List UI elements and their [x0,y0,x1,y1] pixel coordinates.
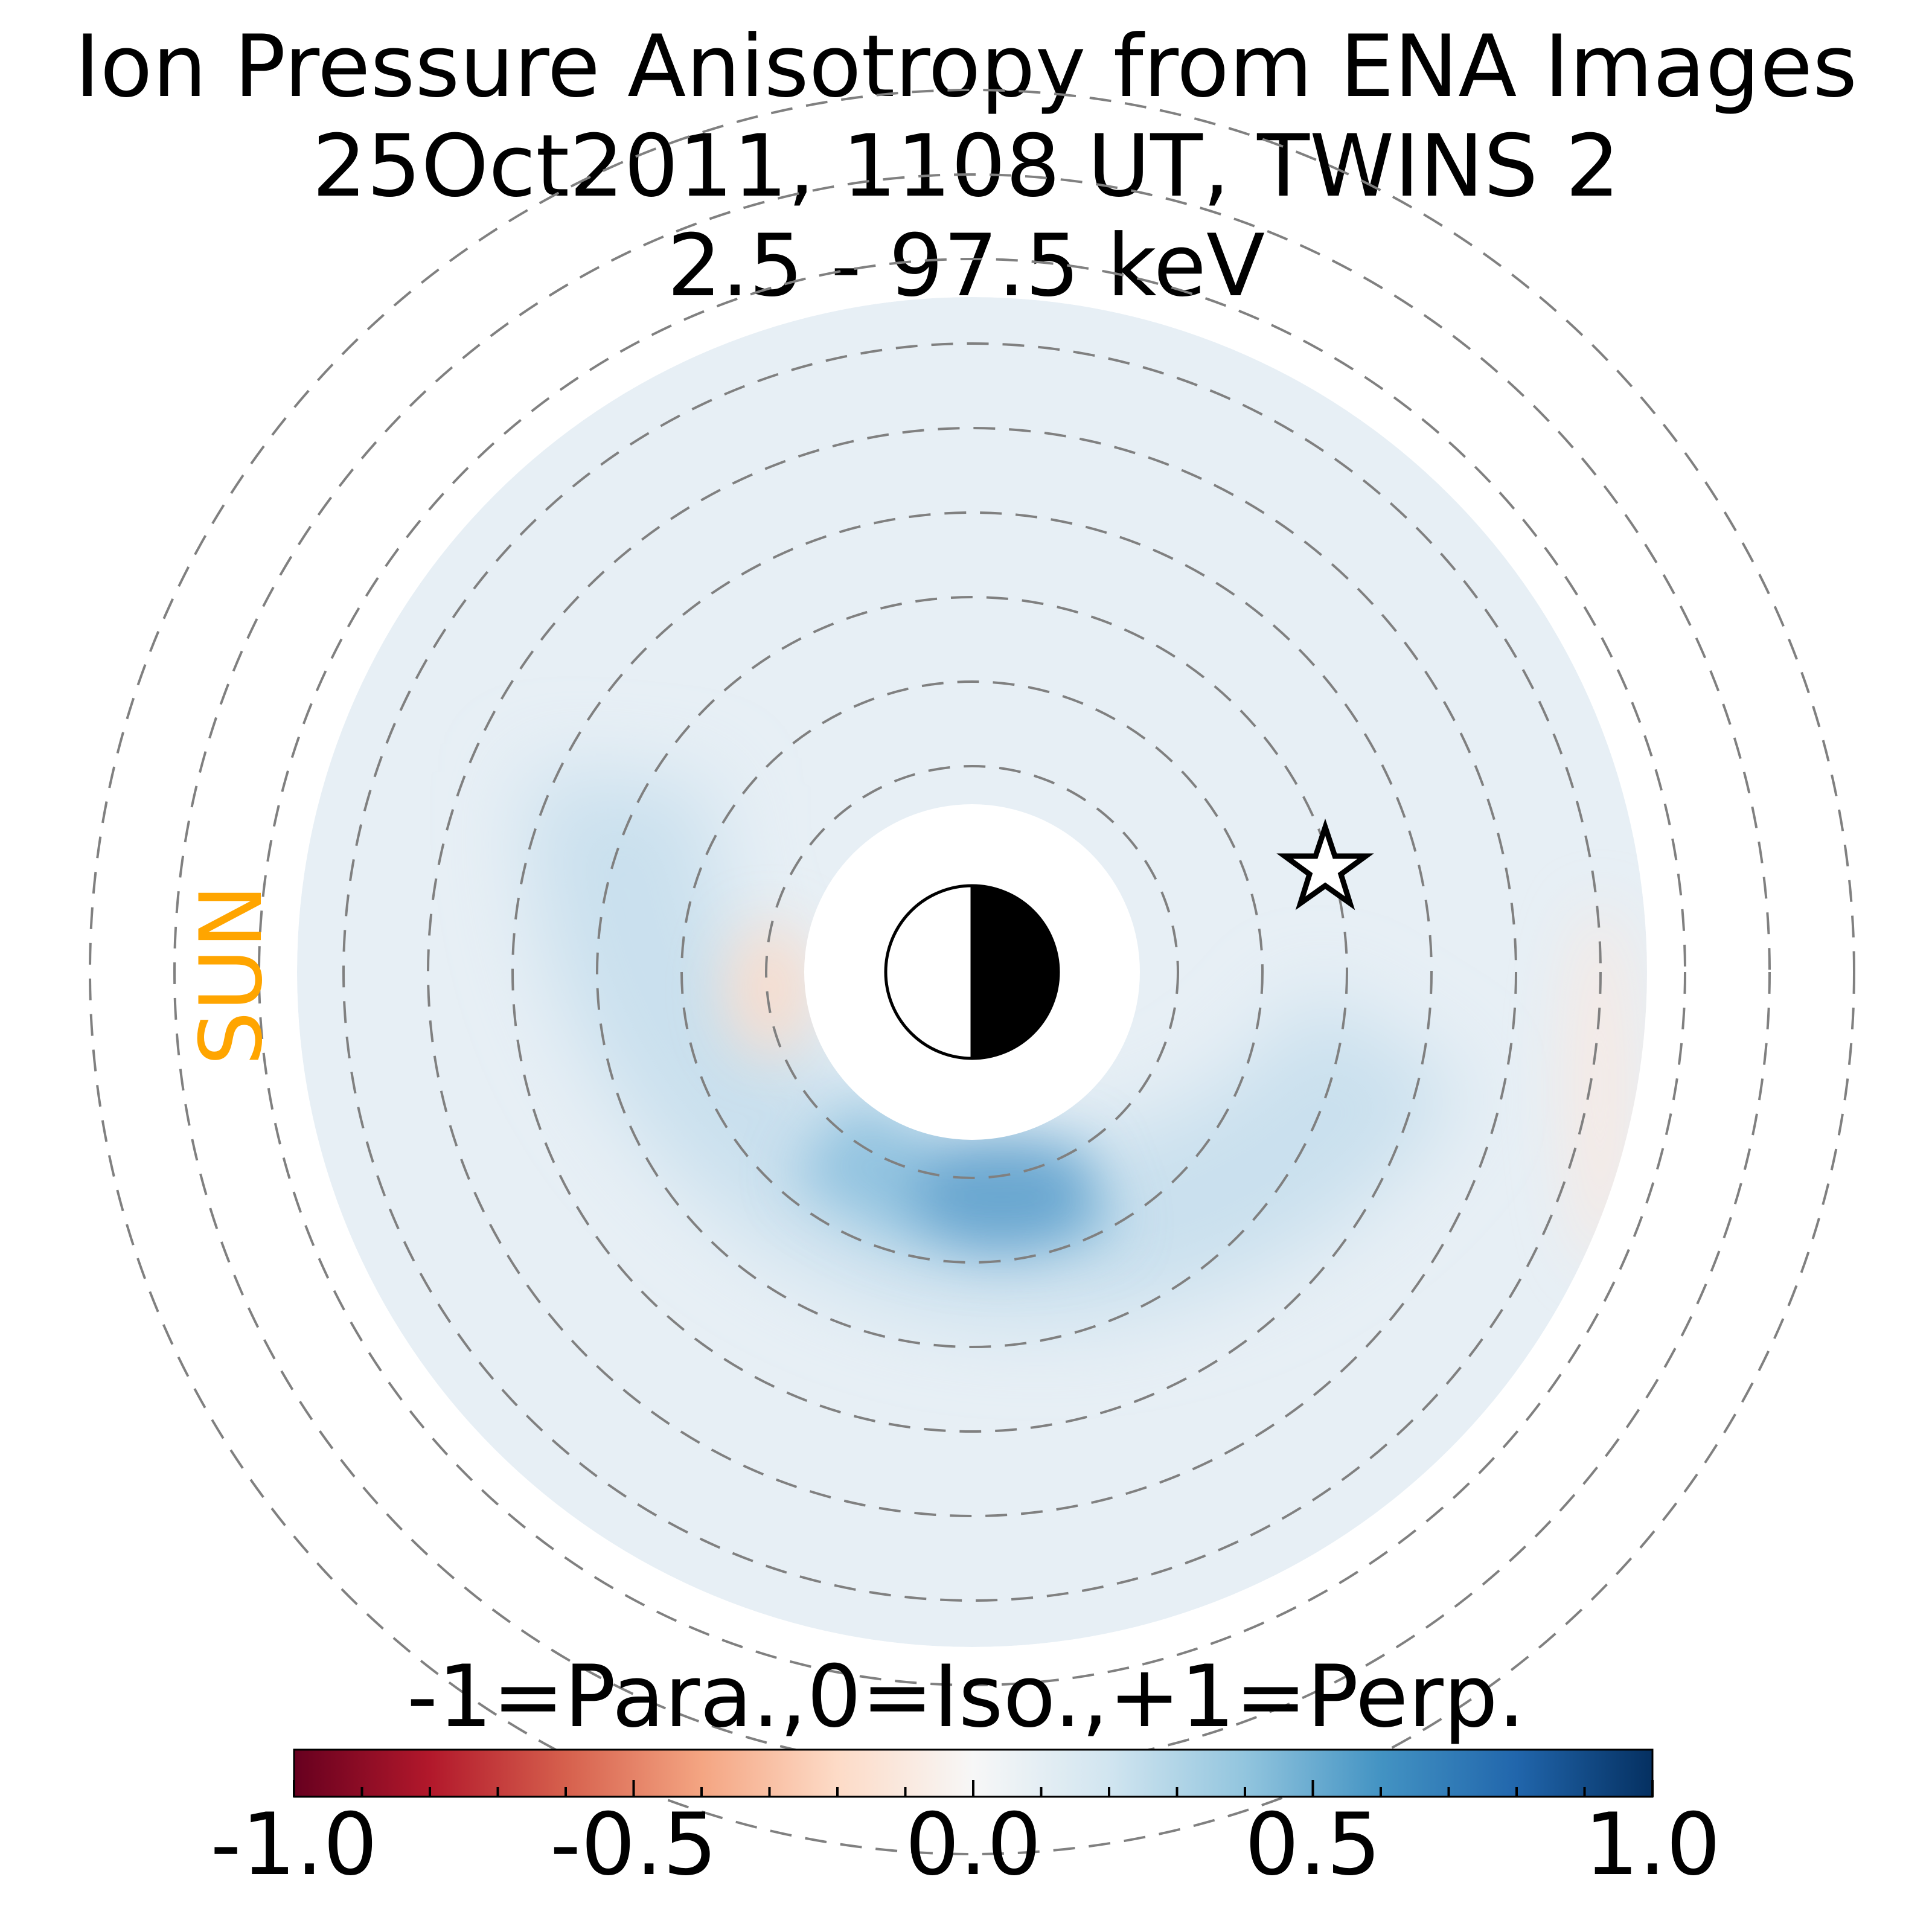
parallel-patch-sunward [728,924,812,1057]
distance-ring [258,258,1686,1686]
earth-icon [884,884,1060,1060]
chart-title-line-2: 25Oct2011, 1108 UT, TWINS 2 [312,117,1620,216]
distance-ring [427,427,1517,1517]
colorbar-tick-label: 0.0 [905,1795,1041,1895]
distance-ring [680,680,1264,1264]
colorbar-frame [293,1748,1654,1798]
parallel-patch-antisunward [1564,906,1636,1268]
colorbar-tick-label: 0.5 [1244,1795,1381,1895]
colorbar-ticks [293,1748,1654,1798]
spacecraft-star-icon [1276,818,1374,910]
colorbar-tick-label: -0.5 [549,1795,718,1895]
distance-rings [89,89,1855,1855]
colorbar-tick-label: -1.0 [210,1795,378,1895]
colorbar-label: -1=Para.,0=Iso.,+1=Perp. [406,1647,1526,1747]
distance-ring [89,89,1855,1855]
colorbar-tick-label: 1.0 [1584,1795,1721,1895]
distance-ring [342,342,1602,1602]
perpendicular-peak [912,1138,1093,1253]
distance-ring [511,511,1433,1433]
distance-ring [596,596,1348,1348]
chart-title-line-3: 2.5 - 97.5 keV [667,216,1265,316]
distance-ring [765,765,1179,1179]
sun-direction-label: SUN [182,884,281,1066]
chart-title-line-1: Ion Pressure Anisotropy from ENA Images [74,17,1858,117]
